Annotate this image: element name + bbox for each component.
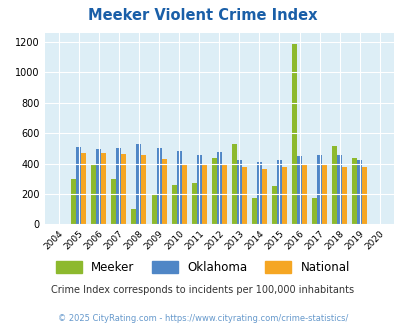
Bar (251, 198, 256, 224)
Bar (71, 179, 76, 224)
Bar (236, 160, 241, 224)
Bar (196, 155, 201, 224)
Bar (136, 144, 141, 224)
Bar (216, 152, 221, 224)
Bar (91, 164, 96, 224)
Bar (151, 194, 156, 224)
Bar (336, 154, 341, 224)
Bar (211, 157, 216, 224)
Bar (96, 149, 101, 224)
Bar (321, 164, 326, 224)
Bar (181, 164, 186, 224)
Bar (281, 167, 286, 224)
Bar (141, 155, 146, 224)
Bar (296, 156, 301, 224)
Text: Crime Index corresponds to incidents per 100,000 inhabitants: Crime Index corresponds to incidents per… (51, 285, 354, 295)
Bar (161, 159, 166, 224)
Bar (256, 162, 261, 224)
Bar (351, 158, 356, 224)
Bar (356, 160, 361, 224)
Bar (116, 148, 121, 224)
Bar (81, 153, 86, 224)
Bar (201, 165, 206, 224)
Bar (271, 186, 276, 224)
Legend: Meeker, Oklahoma, National: Meeker, Oklahoma, National (50, 255, 355, 280)
Bar (131, 209, 136, 224)
Bar (156, 148, 161, 224)
Bar (311, 198, 316, 224)
Bar (191, 183, 196, 224)
Bar (241, 167, 246, 224)
Bar (261, 169, 266, 224)
Bar (221, 165, 226, 224)
Text: © 2025 CityRating.com - https://www.cityrating.com/crime-statistics/: © 2025 CityRating.com - https://www.city… (58, 314, 347, 323)
Bar (276, 160, 281, 224)
Bar (171, 185, 176, 224)
Bar (231, 144, 236, 224)
Bar (331, 146, 336, 224)
Bar (291, 44, 296, 224)
Text: Meeker Violent Crime Index: Meeker Violent Crime Index (88, 8, 317, 23)
Bar (121, 154, 126, 224)
Bar (361, 167, 367, 224)
Bar (341, 167, 346, 224)
Bar (76, 147, 81, 224)
Bar (176, 151, 181, 224)
Bar (111, 179, 116, 224)
Bar (101, 153, 106, 224)
Bar (301, 164, 306, 224)
Bar (316, 155, 321, 224)
